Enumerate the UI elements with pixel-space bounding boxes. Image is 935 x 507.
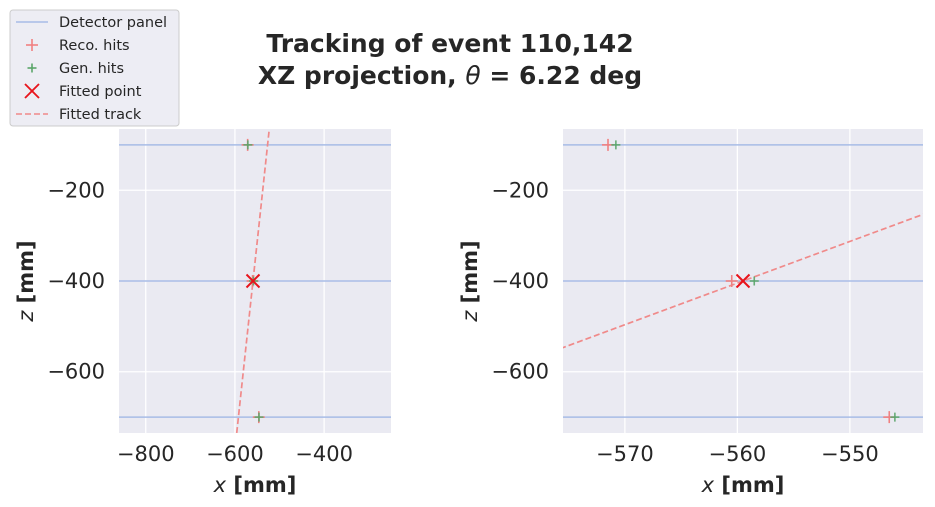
subtitle-suffix: = 6.22 deg [481, 61, 643, 90]
legend: Detector panel Reco. hits Gen. hits Fitt… [9, 9, 180, 127]
legend-label-detector-panel: Detector panel [59, 15, 167, 31]
chart-title: Tracking of event 110,142 [266, 29, 633, 58]
y-axis-label: z [mm] [14, 240, 38, 322]
x-tick-label: −600 [206, 442, 264, 466]
fitted-track-line [235, 129, 271, 433]
x-axis-label-var: x [213, 473, 227, 497]
y-axis-label-var: z [458, 310, 482, 323]
reco-hit-marker [725, 275, 738, 287]
subtitle-theta-symbol: θ [465, 61, 480, 90]
x-axis-label-unit: [mm] [714, 473, 784, 497]
legend-label-fitted-point: Fitted point [59, 84, 142, 100]
gen-hit-marker [890, 412, 900, 422]
subtitle-prefix: XZ projection, [258, 61, 466, 90]
y-tick-label: −200 [47, 178, 105, 202]
fitted-point-marker [735, 273, 751, 289]
y-tick-label: −200 [491, 178, 549, 202]
y-axis-label-unit: [mm] [458, 240, 482, 310]
legend-label-fitted-track: Fitted track [59, 107, 142, 123]
x-tick-label: −550 [821, 442, 879, 466]
y-tick-label: −400 [491, 269, 549, 293]
y-axis-label-unit: [mm] [14, 240, 38, 310]
gen-hit-marker [611, 140, 621, 150]
gen-hit-marker [749, 276, 759, 286]
gen-hit-marker [254, 412, 264, 422]
x-tick-label: −570 [596, 442, 654, 466]
legend-label-gen-hits: Gen. hits [59, 61, 124, 77]
chart-subtitle: XZ projection, θ = 6.22 deg [258, 61, 642, 90]
fitted-point-stroke-b [735, 273, 751, 289]
legend-gen-hits-symbol [27, 63, 37, 73]
x-tick-label: −800 [117, 442, 175, 466]
y-tick-label: −400 [47, 269, 105, 293]
x-axis-label: x [mm] [701, 473, 785, 497]
legend-fitted-point-symbol [24, 83, 40, 99]
y-axis-label-var: z [14, 310, 38, 323]
gen-hit-marker [243, 140, 253, 150]
fitted-point-marker [245, 273, 261, 289]
x-tick-label: −400 [295, 442, 353, 466]
y-tick-label: −600 [47, 360, 105, 384]
x-axis-label-var: x [701, 473, 715, 497]
fitted-point-stroke-b [245, 273, 261, 289]
y-tick-label: −600 [491, 360, 549, 384]
x-axis-label: x [mm] [213, 473, 297, 497]
x-axis-label-unit: [mm] [226, 473, 296, 497]
legend-label-reco-hits: Reco. hits [59, 38, 130, 54]
x-tick-label: −560 [709, 442, 767, 466]
y-axis-label: z [mm] [458, 240, 482, 322]
legend-frame [9, 9, 180, 127]
legend-reco-hits-symbol [26, 39, 38, 51]
